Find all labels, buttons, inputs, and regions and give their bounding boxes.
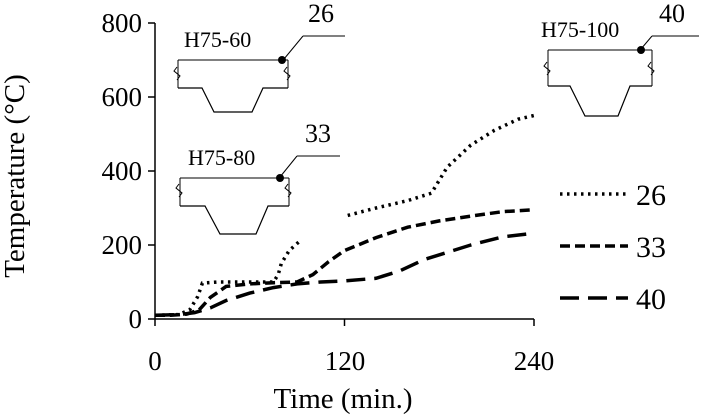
series-line-26 (347, 113, 535, 218)
inset-point-label: 40 (659, 0, 685, 28)
legend: 26 33 40 (560, 179, 666, 316)
y-tick-label: 400 (102, 156, 143, 186)
inset-section-h75-80: H75-80 33 (175, 119, 340, 235)
series-layer (154, 113, 535, 318)
y-tick-label: 0 (129, 304, 143, 334)
inset-point-label: 33 (305, 119, 331, 148)
x-tick-label: 0 (148, 346, 162, 376)
axes (148, 22, 535, 326)
y-tick-label: 200 (102, 230, 143, 260)
inset-section-h75-60: H75-60 26 (173, 0, 345, 113)
y-tick-label: 600 (102, 82, 143, 112)
inset-section-h75-100: H75-100 40 (541, 0, 699, 117)
legend-label-26: 26 (636, 179, 666, 212)
series-line-33 (155, 208, 535, 318)
legend-label-33: 33 (636, 231, 666, 264)
thermocouple-point-33 (276, 174, 284, 182)
x-tick-label: 240 (514, 346, 555, 376)
x-tick-label: 120 (325, 346, 366, 376)
legend-label-40: 40 (636, 283, 666, 316)
x-axis-title: Time (min.) (273, 383, 412, 415)
inset-label: H75-60 (184, 27, 251, 52)
inset-point-label: 26 (308, 0, 334, 28)
series-line-26 (154, 239, 302, 318)
series-line-40 (154, 231, 535, 318)
inset-label: H75-80 (188, 145, 255, 170)
y-tick-label: 800 (102, 8, 143, 38)
inset-label: H75-100 (541, 17, 619, 42)
thermocouple-point-40 (637, 46, 645, 54)
y-axis-title: Temperature (°C) (0, 74, 31, 278)
thermocouple-point-26 (278, 56, 286, 64)
